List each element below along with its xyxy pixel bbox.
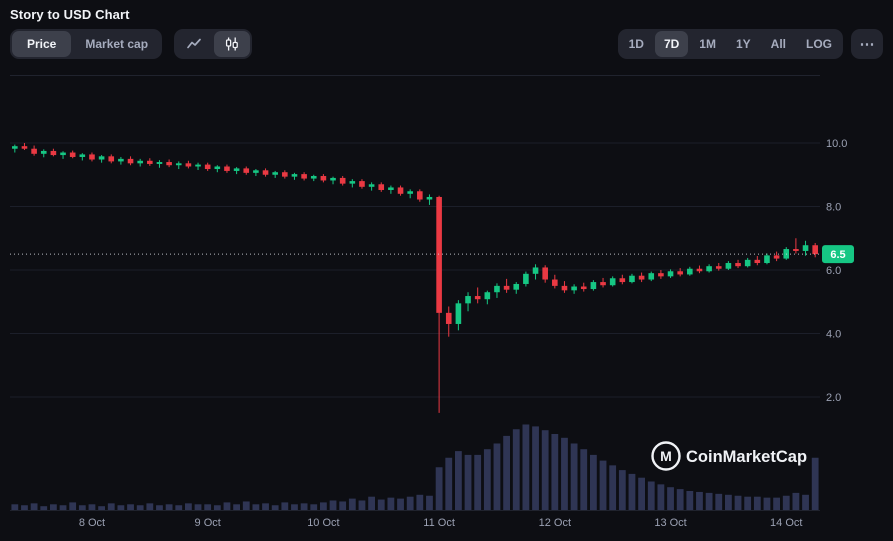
svg-text:10.0: 10.0 xyxy=(826,138,847,150)
range-toggle: 1D 7D 1M 1Y All LOG xyxy=(617,29,843,59)
range-7d-button[interactable]: 7D xyxy=(654,31,689,57)
svg-text:8 Oct: 8 Oct xyxy=(79,517,105,529)
candlestick-chart-button[interactable] xyxy=(214,31,251,57)
coinmarketcap-watermark: M CoinMarketCap xyxy=(651,441,807,471)
candlestick-chart-icon xyxy=(226,37,238,51)
svg-text:11 Oct: 11 Oct xyxy=(423,517,455,529)
line-chart-button[interactable] xyxy=(176,31,212,57)
svg-text:9 Oct: 9 Oct xyxy=(195,517,221,529)
candlestick-series xyxy=(12,143,818,413)
svg-text:6.5: 6.5 xyxy=(830,249,845,261)
page-title: Story to USD Chart xyxy=(10,7,130,22)
more-options-button[interactable]: ⋯ xyxy=(851,29,883,59)
ellipsis-icon: ⋯ xyxy=(859,36,875,53)
current-price-line: 6.5 xyxy=(10,245,854,264)
range-1m-button[interactable]: 1M xyxy=(690,31,725,57)
svg-text:12 Oct: 12 Oct xyxy=(539,517,571,529)
chart-canvas[interactable]: M CoinMarketCap 6.5 10.0 8.0 6.0 4.0 2.0 8 Oct… xyxy=(0,75,893,541)
svg-text:14 Oct: 14 Oct xyxy=(770,517,802,529)
axis-labels: 10.0 8.0 6.0 4.0 2.0 8 Oct 9 Oct 10 Oct 11 Oct 12… xyxy=(79,138,848,529)
chart-toolbar: Price Market cap 1D 7D 1M 1Y xyxy=(10,29,883,59)
range-1y-button[interactable]: 1Y xyxy=(727,31,760,57)
scale-log-button[interactable]: LOG xyxy=(797,31,841,57)
svg-text:13 Oct: 13 Oct xyxy=(654,517,686,529)
metric-marketcap-button[interactable]: Market cap xyxy=(73,31,160,57)
volume-bars xyxy=(11,424,819,510)
range-all-button[interactable]: All xyxy=(762,31,795,57)
gridlines xyxy=(10,75,820,511)
svg-text:6.0: 6.0 xyxy=(826,265,841,277)
chart-type-toggle xyxy=(174,29,253,59)
metric-toggle: Price Market cap xyxy=(10,29,163,59)
svg-text:8.0: 8.0 xyxy=(826,202,841,214)
svg-text:4.0: 4.0 xyxy=(826,329,841,341)
range-1d-button[interactable]: 1D xyxy=(620,31,653,57)
svg-text:M: M xyxy=(660,448,672,464)
svg-text:10 Oct: 10 Oct xyxy=(307,517,339,529)
line-chart-icon xyxy=(187,38,201,49)
svg-text:2.0: 2.0 xyxy=(826,392,841,404)
svg-text:CoinMarketCap: CoinMarketCap xyxy=(686,448,807,466)
price-chart[interactable]: M CoinMarketCap 6.5 10.0 8.0 6.0 4.0 2.0 8 Oct… xyxy=(0,75,893,541)
metric-price-button[interactable]: Price xyxy=(12,31,72,57)
